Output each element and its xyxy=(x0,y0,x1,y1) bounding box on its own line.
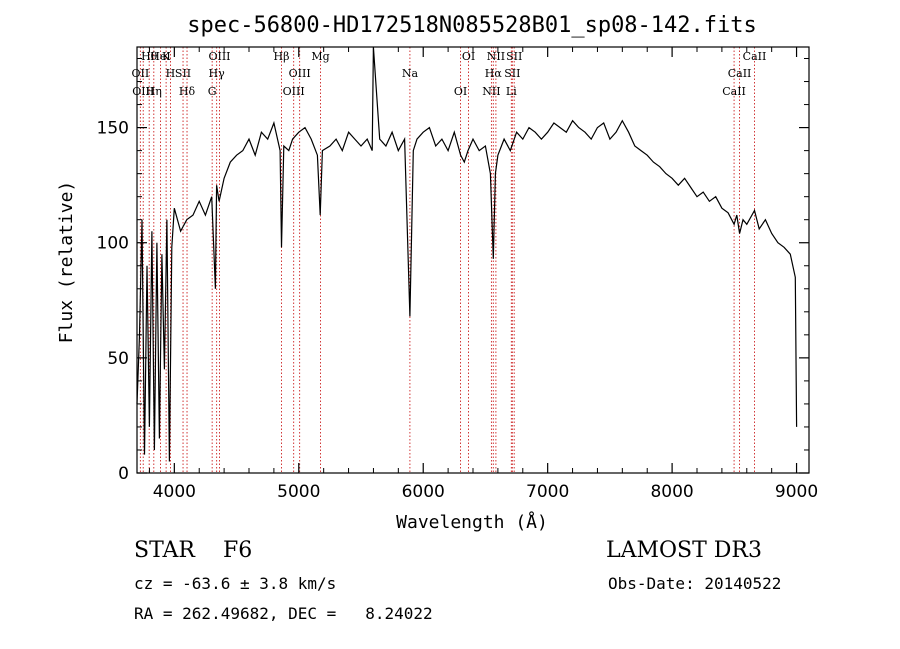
y-tick-label: 150 xyxy=(97,119,129,139)
spectral-line-label: OIII xyxy=(208,50,230,63)
spectral-line-label: SII xyxy=(504,67,520,80)
spectral-line-label: OIII xyxy=(289,67,311,80)
y-tick-label: 100 xyxy=(97,234,129,254)
x-tick-label: 4000 xyxy=(153,482,196,502)
spectral-line-label: H xyxy=(166,67,176,80)
spectral-line-label: SII xyxy=(506,50,522,63)
x-tick-label: 6000 xyxy=(402,482,445,502)
spectral-line-label: K xyxy=(162,50,171,63)
spectral-line-label: CaII xyxy=(743,50,767,63)
spectral-line-label: OIII xyxy=(283,85,305,98)
spectral-line-label: NII xyxy=(487,50,505,63)
spectral-line-label: CaII xyxy=(722,85,746,98)
chart-title: spec-56800-HD172518N085528B01_sp08-142.f… xyxy=(187,13,757,38)
ra-dec-coordinates: RA = 262.49682, DEC = 8.24022 xyxy=(134,604,433,623)
x-tick-label: 8000 xyxy=(650,482,693,502)
spectral-line-label: OI xyxy=(462,50,475,63)
spectral-line-label: G xyxy=(208,85,217,98)
spectral-line-label: OIII xyxy=(132,85,154,98)
y-tick-label: 0 xyxy=(118,464,129,484)
spectral-line-label: Li xyxy=(506,85,517,98)
spectral-line-markers xyxy=(139,47,755,473)
x-axis-ticks: 4000 5000 6000 7000 8000 9000 xyxy=(148,47,818,502)
spectral-line-label: Hη xyxy=(146,85,162,98)
spectral-line-label: Hβ xyxy=(274,50,290,63)
spectral-line-label: CaII xyxy=(728,67,752,80)
spectral-line-label: Mg xyxy=(311,50,329,63)
spectral-line-label: OII xyxy=(132,67,150,80)
survey-name: LAMOST DR3 xyxy=(606,538,762,563)
x-axis-label: Wavelength (Å) xyxy=(396,511,548,533)
spectral-line-label: Hα xyxy=(485,67,503,80)
object-class: STAR F6 xyxy=(134,538,253,563)
spectral-line-label: Hθ xyxy=(141,50,158,63)
spectral-line-label: SII xyxy=(175,67,191,80)
x-tick-label: 5000 xyxy=(277,482,320,502)
spectral-line-label: Na xyxy=(402,67,419,80)
redshift-cz: cz = -63.6 ± 3.8 km/s xyxy=(134,574,337,593)
y-tick-label: 50 xyxy=(107,349,129,369)
observation-date: Obs-Date: 20140522 xyxy=(608,574,782,593)
x-tick-label: 9000 xyxy=(775,482,818,502)
spectral-line-label: Hγ xyxy=(209,67,226,80)
spectral-line-labels: HθOIIOIIIKHHηHeISIIHδOIIIHγGHβOIIIOIIIMg… xyxy=(132,50,767,98)
spectral-line-label: OI xyxy=(454,85,467,98)
plot-frame xyxy=(136,46,810,474)
spectral-line-label: NII xyxy=(482,85,500,98)
spectrum-series-line xyxy=(136,46,798,462)
spectral-line-label: HeI xyxy=(150,50,170,63)
spectral-line-label: Hδ xyxy=(179,85,196,98)
y-axis-label: Flux (relative) xyxy=(56,181,77,344)
x-tick-label: 7000 xyxy=(526,482,569,502)
y-axis-ticks: 0 50 100 150 xyxy=(97,58,809,484)
